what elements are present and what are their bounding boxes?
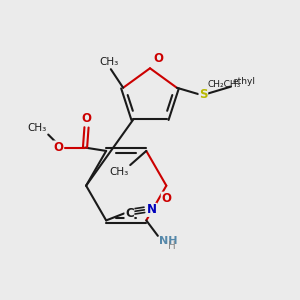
Text: S: S [199,88,208,100]
Text: ethyl: ethyl [232,77,255,86]
Text: CH₃: CH₃ [28,123,47,133]
Text: O: O [53,141,63,154]
Text: N: N [146,203,157,216]
Text: CH₂CH₃: CH₂CH₃ [208,80,241,89]
Text: O: O [161,192,171,205]
Text: CH₃: CH₃ [100,57,119,68]
Text: O: O [153,52,163,65]
Text: NH: NH [159,236,178,247]
Text: CH₃: CH₃ [110,167,129,177]
Text: H: H [168,241,176,251]
Text: C: C [125,207,134,220]
Text: O: O [82,112,92,125]
